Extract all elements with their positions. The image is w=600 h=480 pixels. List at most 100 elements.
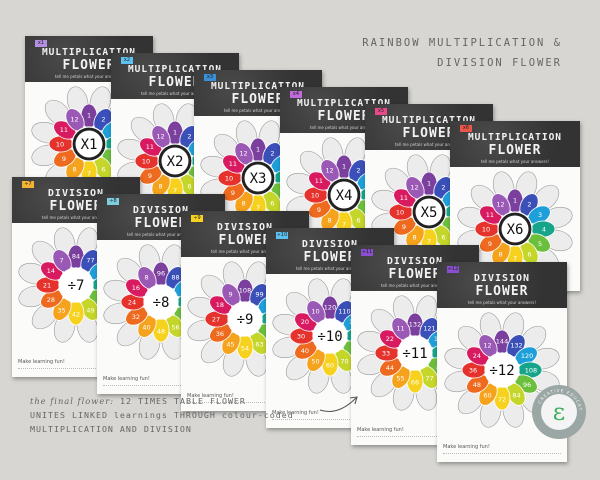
petal-number: 9: [488, 240, 492, 248]
flower-center-inner: [75, 130, 103, 158]
petal-number: 2: [270, 149, 274, 157]
petal-number: 40: [142, 324, 150, 332]
petal-number: 144: [496, 338, 508, 346]
petal-number: 14: [47, 267, 55, 275]
petal-number: 27: [212, 316, 220, 324]
petal-number: 84: [72, 253, 80, 261]
petal-number: 10: [482, 226, 490, 234]
petal-number: 18: [216, 301, 224, 309]
petal-number: 7: [59, 256, 63, 264]
sheet-subtitle: tell me petals what your answers!: [380, 283, 450, 288]
petal-number: 11: [315, 177, 323, 185]
center-operation: X1: [81, 137, 98, 153]
petal-number: 3: [538, 211, 542, 219]
worksheet-9: ÷9 DIVISION FLOWER tell me petals what your…: [181, 211, 309, 411]
flower-center: [227, 301, 263, 337]
petal-number: 36: [216, 330, 224, 338]
sheet-title-flower: FLOWER: [134, 216, 188, 231]
curved-arrow-icon: [319, 396, 358, 413]
sheet-title: MULTIPLICATION: [41, 47, 137, 58]
petal-number: 84: [512, 392, 520, 400]
petal-number: 88: [171, 273, 179, 281]
petal-number: 24: [128, 299, 136, 307]
petal-number: 9: [317, 206, 321, 214]
table-tag: ÷9: [191, 215, 203, 222]
petal-number: 108: [239, 287, 251, 295]
petal-number: 7: [256, 204, 260, 212]
petal-number: 36: [469, 367, 477, 375]
sheet-title-flower: FLOWER: [303, 250, 357, 265]
petal-number: 7: [342, 221, 346, 229]
center-operation: X4: [336, 188, 353, 204]
petal-number: 11: [486, 211, 494, 219]
petal-number: 12: [325, 166, 333, 174]
petal-number: 10: [142, 158, 150, 166]
sheet-footer: Make learning fun!: [187, 393, 234, 399]
petal-number: 10: [396, 209, 404, 217]
petal-number: 8: [144, 273, 148, 281]
petal-number: 132: [409, 321, 421, 329]
sheet-subtitle: tell me petals what your answers!: [126, 232, 196, 237]
petal-number: 16: [132, 284, 140, 292]
petal-number: 110: [338, 307, 350, 315]
flower-center-inner: [501, 215, 529, 243]
petal-number: 77: [425, 375, 433, 383]
flower-center: [143, 284, 179, 320]
flower-center: [58, 267, 94, 303]
petal-number: 7: [173, 187, 177, 195]
petal-number: 9: [148, 172, 152, 180]
petal-number: 2: [187, 132, 191, 140]
sheet-title: DIVISION: [473, 273, 531, 284]
petal-number: 22: [386, 335, 394, 343]
sheet-footer: Make learning fun!: [443, 444, 490, 450]
table-tag: ÷7: [22, 181, 34, 188]
petal-number: 11: [396, 324, 404, 332]
caption-line-2: UNITES LINKED learnings THROUGH colour-c…: [30, 410, 294, 420]
sheet-title: DIVISION: [386, 256, 444, 267]
sheet-subtitle: tell me petals what your answers!: [41, 215, 111, 220]
sheet-title-flower: FLOWER: [231, 92, 285, 107]
heading-line-1: RAINBOW MULTIPLICATION &: [362, 37, 562, 49]
sheet-title-flower: FLOWER: [218, 233, 272, 248]
table-tag: x5: [375, 108, 387, 115]
petal-number: 120: [521, 352, 533, 360]
petal-number: 7: [427, 238, 431, 246]
sheet-title-flower: FLOWER: [388, 267, 442, 282]
petal-number: 8: [327, 217, 331, 225]
petal-number: 48: [157, 328, 165, 336]
table-tag: ÷11: [361, 249, 373, 256]
petal-number: 6: [527, 251, 531, 259]
footer-rule: [103, 385, 219, 388]
petal-number: 12: [156, 132, 164, 140]
petal-number: 50: [311, 358, 319, 366]
caption-line-1-rest: 12 TIMES TABLE FLOWER: [114, 396, 246, 406]
center-operation: X5: [421, 205, 438, 221]
table-tag: x2: [121, 57, 133, 64]
petal-number: 6: [101, 166, 105, 174]
petal-number: 11: [146, 143, 154, 151]
chalkboard-header: ÷7 DIVISION FLOWER tell me petals what your…: [12, 177, 140, 223]
petal-number: 35: [57, 307, 65, 315]
sheet-title: MULTIPLICATION: [467, 132, 563, 143]
petal-number: 12: [410, 183, 418, 191]
petal-number: 10: [311, 307, 319, 315]
petal-number: 8: [241, 200, 245, 208]
table-tag: x4: [290, 91, 302, 98]
petal-number: 8: [72, 166, 76, 174]
caption-line-1: the final flower: 12 TIMES TABLE FLOWER: [30, 394, 330, 408]
flower-center-inner: [415, 198, 443, 226]
brand-logo: ε CREATIVE EDUCATION: [531, 384, 586, 439]
worksheet-12: ÷12 DIVISION FLOWER tell me petals what you…: [437, 262, 567, 462]
petal-number: 21: [43, 282, 51, 290]
chalkboard-header: x6 MULTIPLICATION FLOWER tell me petals wha…: [450, 121, 580, 167]
sheet-title: DIVISION: [301, 239, 359, 250]
footer-rule: [357, 436, 473, 439]
sheet-title: MULTIPLICATION: [210, 81, 306, 92]
petal-number: 96: [523, 381, 531, 389]
petal-number: 70: [340, 358, 348, 366]
petal-number: 1: [256, 146, 260, 154]
heading: RAINBOW MULTIPLICATION & DIVISION FLOWER: [342, 33, 562, 73]
center-operation: X3: [250, 171, 267, 187]
flower-center: [397, 335, 433, 371]
